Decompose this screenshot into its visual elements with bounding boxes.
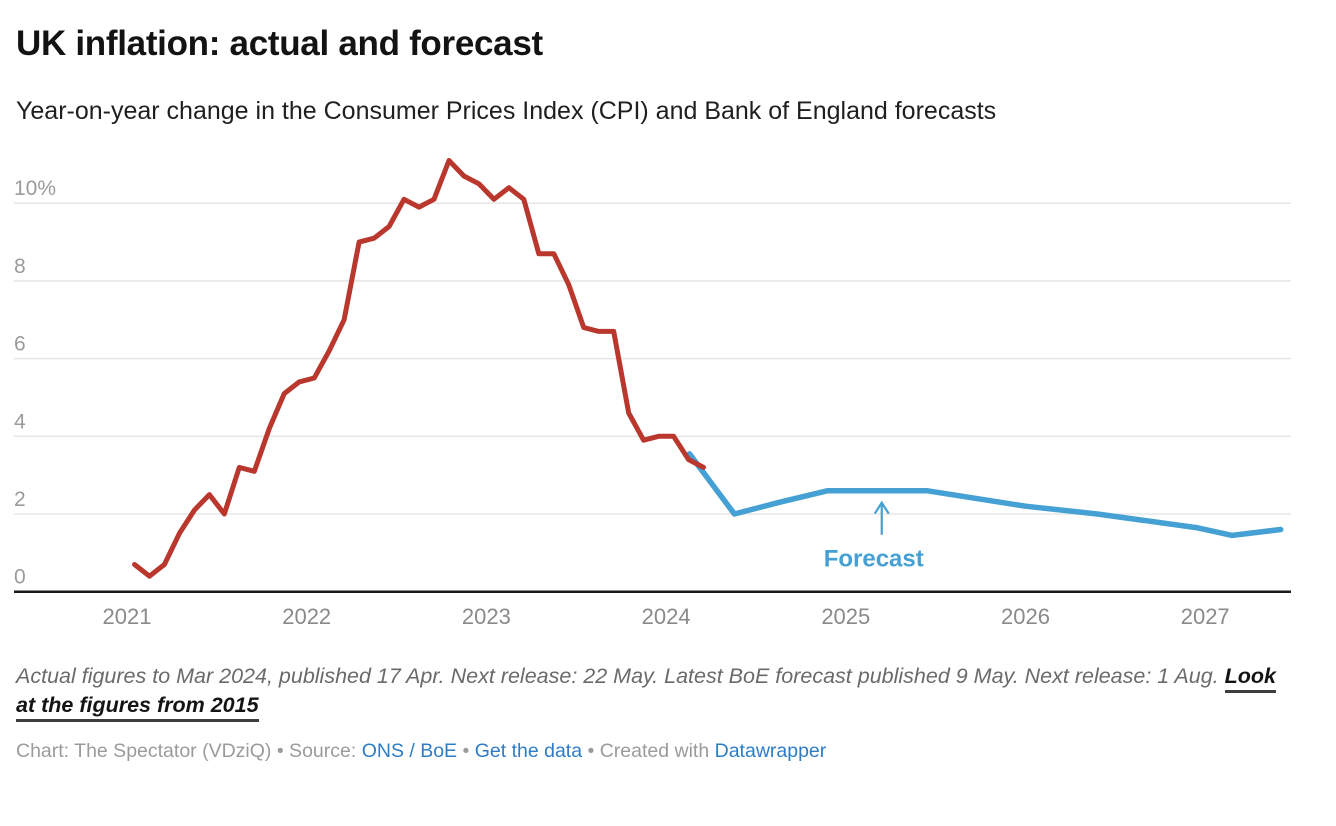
byline-separator-1: • [457,740,475,762]
forecast-annotation-label: Forecast [824,546,924,573]
forecast-arrow [873,500,890,535]
footnote-link[interactable]: Look at the figures from 2015 [16,664,1276,722]
actual-line [132,158,706,579]
y-tick-label: 4 [14,410,26,433]
y-tick-label: 8 [14,255,26,278]
source-link[interactable]: ONS / BoE [361,740,458,762]
y-tick-label: 10% [14,177,56,200]
chart-subtitle: Year-on-year change in the Consumer Pric… [16,97,997,125]
x-tick-label: 2022 [282,604,331,629]
y-tick-label: 2 [14,488,26,511]
get-data-link[interactable]: Get the data [474,740,583,762]
y-tick-label: 6 [14,333,26,356]
footnote-text: Actual figures to Mar 2024, published 17… [16,664,1225,688]
chart-title: UK inflation: actual and forecast [16,24,543,63]
footnote: Actual figures to Mar 2024, published 17… [16,662,1288,722]
datawrapper-link[interactable]: Datawrapper [714,740,827,762]
x-tick-label: 2021 [103,604,152,629]
y-tick-label: 0 [14,566,26,589]
x-tick-label: 2026 [1001,604,1050,629]
byline-separator-2: • Created with [582,740,715,762]
byline-prefix: Chart: The Spectator (VDziQ) • Source: [16,740,362,762]
x-tick-label: 2023 [462,604,511,629]
x-tick-label: 2025 [821,604,870,629]
byline: Chart: The Spectator (VDziQ) • Source: O… [16,740,826,763]
forecast-line [686,451,1284,539]
x-tick-label: 2024 [642,604,691,629]
x-tick-label: 2027 [1181,604,1230,629]
